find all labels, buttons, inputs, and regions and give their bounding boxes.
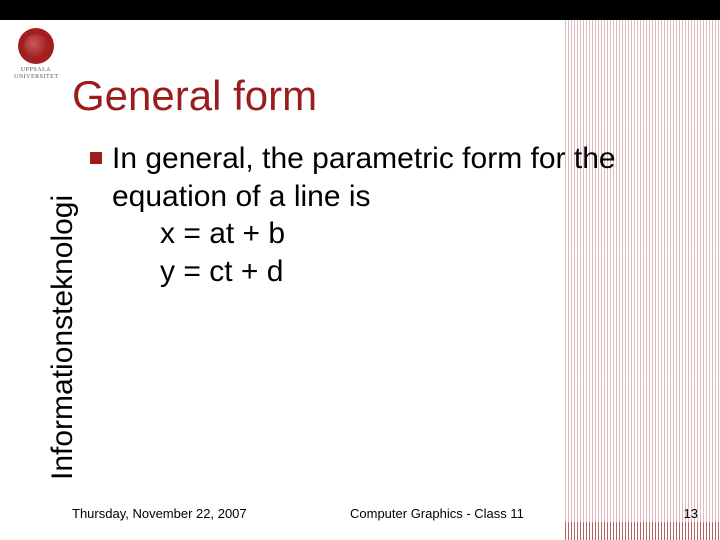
slide: UPPSALA UNIVERSITET Informationsteknolog… (0, 0, 720, 540)
footer-date: Thursday, November 22, 2007 (72, 506, 247, 521)
body-line-1: In general, the parametric form for the (112, 140, 616, 178)
logo-text-bottom: UNIVERSITET (14, 74, 58, 81)
body-line-2: equation of a line is (112, 178, 616, 216)
bullet-item: In general, the parametric form for the … (90, 140, 690, 290)
seal-icon (18, 28, 54, 64)
footer-page: 13 (684, 506, 698, 521)
sidebar-label: Informationsteknologi (46, 195, 80, 480)
decorative-stripes-bottom (565, 522, 720, 540)
university-logo: UPPSALA UNIVERSITET (14, 28, 58, 80)
top-bar (0, 0, 720, 20)
content-area: In general, the parametric form for the … (90, 140, 690, 290)
body-line-3: x = at + b (112, 215, 616, 253)
slide-title: General form (72, 72, 317, 120)
body-line-4: y = ct + d (112, 253, 616, 291)
footer-center: Computer Graphics - Class 11 (350, 506, 524, 521)
logo-text-top: UPPSALA (14, 67, 58, 74)
body-text: In general, the parametric form for the … (112, 140, 616, 290)
square-bullet-icon (90, 152, 102, 164)
